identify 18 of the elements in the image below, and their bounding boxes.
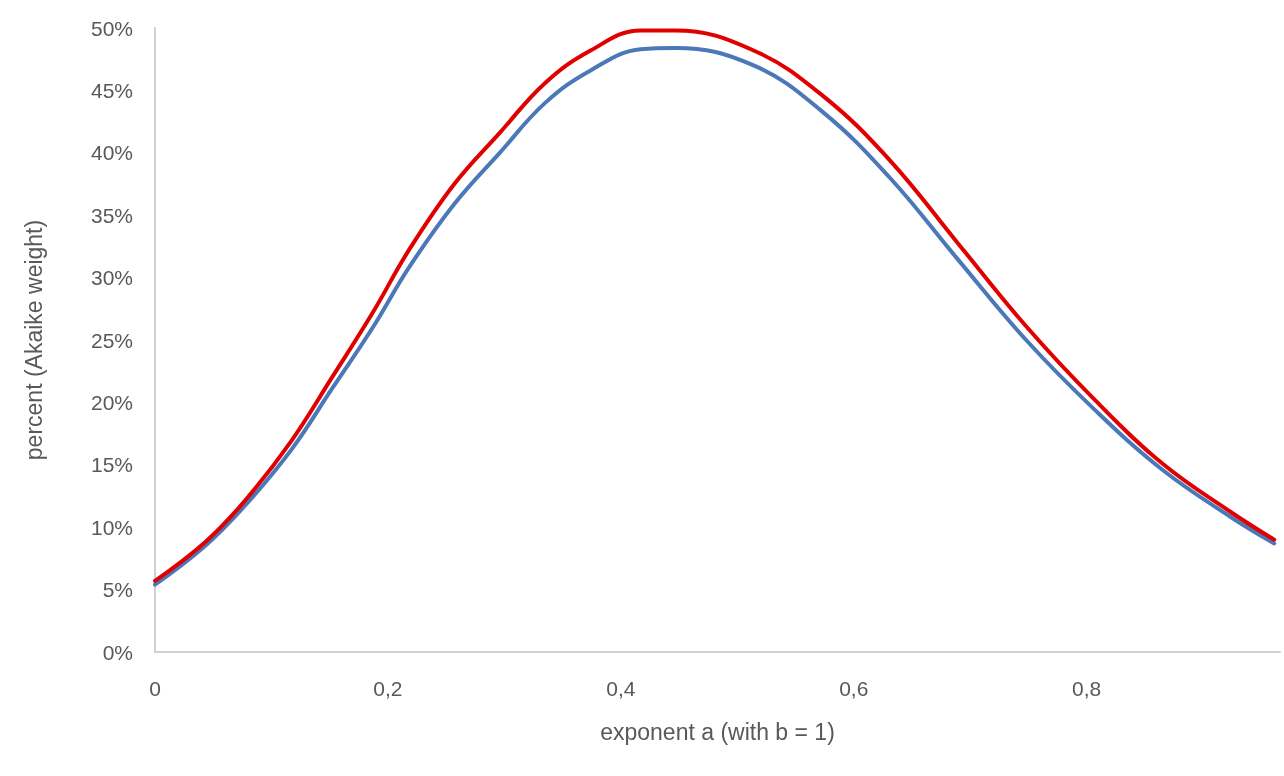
y-tick-label: 35% — [90, 203, 133, 227]
y-tick-label: 15% — [90, 453, 133, 477]
x-tick-label: 0 — [149, 677, 161, 700]
y-tick-label: 30% — [90, 266, 133, 290]
x-tick-label: 0,2 — [373, 677, 403, 700]
y-tick-label: 0% — [102, 640, 133, 664]
y-tick-label: 40% — [90, 141, 133, 165]
x-tick-label: 0,6 — [839, 677, 869, 700]
y-tick-label: 20% — [90, 390, 133, 414]
x-tick-label: 0,4 — [606, 677, 636, 700]
y-tick-label: 45% — [90, 78, 133, 102]
x-tick-label: 0,8 — [1072, 677, 1102, 700]
y-tick-label: 25% — [90, 328, 133, 352]
y-axis-title: percent (Akaike weight) — [20, 219, 47, 461]
x-axis-title: exponent a (with b = 1) — [600, 718, 835, 745]
y-tick-label: 10% — [90, 515, 133, 539]
y-tick-label: 50% — [90, 16, 133, 40]
y-tick-label: 5% — [102, 578, 133, 602]
